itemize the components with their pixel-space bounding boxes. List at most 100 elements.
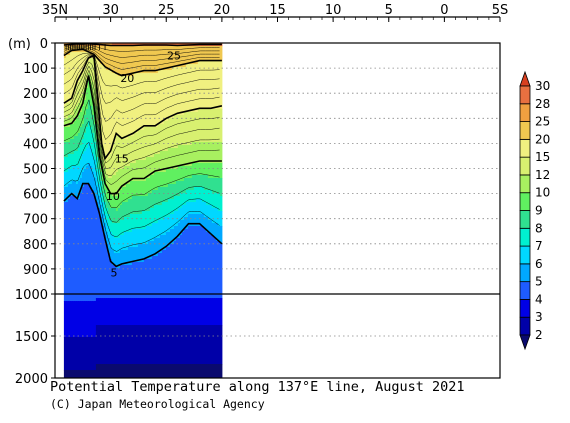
- field-cell: [207, 109, 211, 143]
- field-cell: [83, 100, 87, 116]
- field-cell: [171, 148, 175, 170]
- field-cell: [209, 220, 213, 236]
- field-cell: [177, 238, 181, 299]
- field-cell: [133, 46, 137, 74]
- field-cell: [83, 151, 87, 170]
- field-cell: [183, 46, 187, 68]
- colorbar-box: [519, 281, 531, 300]
- field-cell: [213, 208, 217, 224]
- field-cell: [159, 253, 163, 299]
- field-cell: [125, 46, 129, 77]
- field-cell: [103, 202, 107, 215]
- field-cell: [81, 187, 85, 302]
- field-cell: [121, 202, 125, 221]
- field-cell: [169, 184, 173, 200]
- field-cell: [175, 67, 179, 116]
- field-cell: [63, 187, 67, 203]
- field-cell: [67, 370, 71, 378]
- field-cell: [63, 118, 67, 128]
- field-cell: [83, 133, 87, 152]
- field-cell: [209, 190, 213, 206]
- field-cell: [139, 160, 143, 182]
- contour-label-15: 15: [115, 152, 129, 165]
- field-cell: [157, 154, 161, 173]
- field-cell: [163, 151, 167, 173]
- colorbar-label: 4: [535, 292, 543, 306]
- field-cell: [93, 46, 97, 56]
- field-cell: [159, 46, 163, 71]
- field-cell: [109, 220, 113, 233]
- field-cell: [195, 163, 199, 176]
- field-cell: [125, 232, 129, 251]
- field-cell: [137, 298, 141, 326]
- field-cell: [191, 226, 195, 299]
- field-cell: [141, 298, 145, 326]
- field-cell: [205, 325, 209, 365]
- field-cell: [187, 325, 191, 365]
- field-cell: [97, 208, 101, 299]
- field-cell: [67, 115, 71, 128]
- field-cell: [165, 70, 169, 122]
- field-cell: [179, 181, 183, 194]
- field-cell: [75, 136, 79, 152]
- field-cell: [149, 73, 153, 128]
- field-cell: [201, 61, 205, 110]
- field-cell: [173, 364, 177, 378]
- field-cell: [87, 163, 91, 185]
- field-cell: [89, 187, 93, 302]
- field-cell: [133, 247, 137, 263]
- field-cell: [213, 61, 217, 110]
- field-cell: [203, 364, 207, 378]
- field-cell: [153, 238, 157, 257]
- field-cell: [201, 226, 205, 299]
- isotherm-minor: [63, 99, 220, 209]
- field-cell: [145, 298, 149, 326]
- field-cell: [199, 364, 203, 378]
- field-cell: [165, 232, 169, 248]
- field-cell: [77, 337, 81, 371]
- field-cell: [117, 364, 121, 378]
- field-cell: [169, 244, 173, 299]
- field-cell: [127, 76, 131, 137]
- x-tick-label: 20: [214, 3, 231, 18]
- y-tick-label: 1000: [15, 288, 48, 303]
- field-cell: [109, 193, 113, 209]
- field-cell: [159, 205, 163, 221]
- field-cell: [159, 124, 163, 152]
- field-cell: [151, 175, 155, 191]
- field-cell: [121, 139, 125, 170]
- field-cell: [159, 364, 163, 378]
- field-cell: [89, 127, 93, 149]
- field-cell: [117, 208, 121, 224]
- field-cell: [191, 163, 195, 176]
- field-cell: [105, 220, 109, 233]
- field-cell: [101, 64, 105, 146]
- field-cell: [201, 109, 205, 143]
- field-cell: [129, 136, 133, 164]
- field-cell: [135, 73, 139, 134]
- field-cell: [193, 214, 197, 227]
- field-cell: [191, 202, 195, 215]
- field-cell: [77, 301, 81, 338]
- field-cell: [217, 46, 221, 62]
- field-cell: [139, 262, 143, 299]
- field-cell: [173, 196, 177, 212]
- field-cell: [167, 247, 171, 299]
- field-cell: [109, 46, 113, 71]
- field-cell: [101, 181, 105, 194]
- field-cell: [193, 298, 197, 326]
- field-cell: [145, 259, 149, 299]
- field-cell: [109, 247, 113, 260]
- field-cell: [143, 73, 147, 128]
- field-cell: [193, 325, 197, 365]
- field-cell: [101, 298, 105, 326]
- field-cell: [217, 298, 221, 326]
- field-cell: [87, 121, 91, 143]
- field-cell: [71, 196, 75, 302]
- field-cell: [69, 46, 73, 53]
- field-cell: [165, 121, 169, 152]
- field-cell: [113, 253, 117, 266]
- field-cell: [219, 325, 223, 365]
- field-cell: [177, 46, 181, 68]
- field-cell: [79, 160, 83, 179]
